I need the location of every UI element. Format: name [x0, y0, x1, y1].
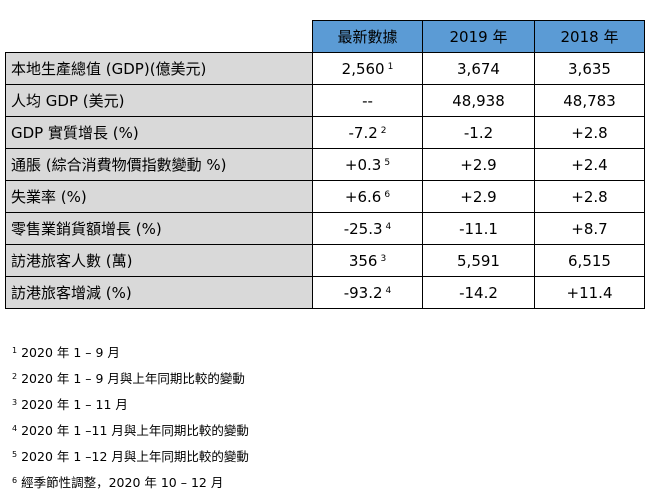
- footnote-mark: 5: [12, 450, 18, 459]
- footnote-text: 2020 年 1 –12 月與上年同期比較的變動: [21, 449, 249, 464]
- footnote: 2 2020 年 1 – 9 月與上年同期比較的變動: [12, 368, 249, 394]
- row-label: 零售業銷貨額增長 (%): [5, 212, 313, 245]
- latest-value: -7.2: [348, 123, 378, 142]
- footnote-mark: 3: [12, 398, 18, 407]
- header-latest: 最新數據: [312, 20, 423, 53]
- table-row: 訪港旅客人數 (萬) 356 3 5,591 6,515: [5, 244, 645, 277]
- latest-value-cell: 2,560 1: [312, 52, 423, 85]
- row-label: 本地生產總值 (GDP)(億美元): [5, 52, 313, 85]
- value-2018: 3,635: [534, 52, 645, 85]
- latest-value-cell: -93.2 4: [312, 276, 423, 309]
- header-2018: 2018 年: [534, 20, 645, 53]
- footnote-marker: 4: [385, 285, 392, 296]
- latest-value-cell: +0.3 5: [312, 148, 423, 181]
- footnote-marker: 2: [380, 125, 387, 136]
- latest-value: -93.2: [343, 283, 383, 302]
- header-corner: [6, 21, 313, 53]
- latest-value: +0.3: [344, 155, 382, 174]
- footnote-text: 2020 年 1 –11 月與上年同期比較的變動: [21, 423, 249, 438]
- value-2019: +2.9: [422, 148, 535, 181]
- footnotes: 1 2020 年 1 – 9 月 2 2020 年 1 – 9 月與上年同期比較的變動…: [12, 342, 249, 498]
- table-row: 訪港旅客增減 (%) -93.2 4 -14.2 +11.4: [5, 276, 645, 309]
- row-label: 訪港旅客人數 (萬): [5, 244, 313, 277]
- row-label: 訪港旅客增減 (%): [5, 276, 313, 309]
- table-row: 本地生產總值 (GDP)(億美元) 2,560 1 3,674 3,635: [5, 52, 645, 85]
- footnote-text: 2020 年 1 – 9 月: [21, 345, 120, 360]
- value-2019: +2.9: [422, 180, 535, 213]
- value-2018: 6,515: [534, 244, 645, 277]
- header-2019: 2019 年: [422, 20, 535, 53]
- latest-value-cell: -7.2 2: [312, 116, 423, 149]
- table-row: GDP 實質增長 (%) -7.2 2 -1.2 +2.8: [5, 116, 645, 149]
- table-row: 人均 GDP (美元) -- 48,938 48,783: [5, 84, 645, 117]
- footnote: 4 2020 年 1 –11 月與上年同期比較的變動: [12, 420, 249, 446]
- latest-value-cell: --: [312, 84, 423, 117]
- table-header-row: 最新數據 2019 年 2018 年: [6, 20, 645, 53]
- value-2018: +2.8: [534, 180, 645, 213]
- table-row: 通脹 (綜合消費物價指數變動 %) +0.3 5 +2.9 +2.4: [5, 148, 645, 181]
- latest-value: +6.6: [344, 187, 382, 206]
- footnote-marker: 3: [380, 253, 387, 264]
- footnote-mark: 2: [12, 372, 18, 381]
- footnote-marker: 5: [384, 157, 391, 168]
- table-row: 零售業銷貨額增長 (%) -25.3 4 -11.1 +8.7: [5, 212, 645, 245]
- footnote: 6 經季節性調整，2020 年 10 – 12 月: [12, 472, 249, 498]
- footnote-mark: 4: [12, 424, 18, 433]
- row-label: 失業率 (%): [5, 180, 313, 213]
- row-label: GDP 實質增長 (%): [5, 116, 313, 149]
- latest-value-cell: -25.3 4: [312, 212, 423, 245]
- row-label: 人均 GDP (美元): [5, 84, 313, 117]
- value-2018: +8.7: [534, 212, 645, 245]
- row-label: 通脹 (綜合消費物價指數變動 %): [5, 148, 313, 181]
- value-2018: +2.8: [534, 116, 645, 149]
- value-2018: 48,783: [534, 84, 645, 117]
- footnote-marker: 6: [384, 189, 391, 200]
- latest-value-cell: 356 3: [312, 244, 423, 277]
- latest-value: 2,560: [341, 59, 385, 78]
- footnote-mark: 1: [12, 346, 18, 355]
- footnote: 3 2020 年 1 – 11 月: [12, 394, 249, 420]
- value-2018: +11.4: [534, 276, 645, 309]
- footnote: 1 2020 年 1 – 9 月: [12, 342, 249, 368]
- footnote-mark: 6: [12, 476, 18, 485]
- value-2019: 5,591: [422, 244, 535, 277]
- footnote-marker: 4: [385, 221, 392, 232]
- economic-indicators-table: 最新數據 2019 年 2018 年 本地生產總值 (GDP)(億美元) 2,56…: [5, 20, 645, 309]
- footnote: 5 2020 年 1 –12 月與上年同期比較的變動: [12, 446, 249, 472]
- latest-value: 356: [348, 251, 378, 270]
- table-row: 失業率 (%) +6.6 6 +2.9 +2.8: [5, 180, 645, 213]
- value-2019: -1.2: [422, 116, 535, 149]
- latest-value: --: [362, 91, 373, 110]
- footnote-text: 2020 年 1 – 9 月與上年同期比較的變動: [21, 371, 245, 386]
- value-2019: 48,938: [422, 84, 535, 117]
- value-2019: -14.2: [422, 276, 535, 309]
- value-2019: -11.1: [422, 212, 535, 245]
- latest-value: -25.3: [343, 219, 383, 238]
- value-2018: +2.4: [534, 148, 645, 181]
- latest-value-cell: +6.6 6: [312, 180, 423, 213]
- footnote-text: 經季節性調整，2020 年 10 – 12 月: [21, 475, 224, 490]
- value-2019: 3,674: [422, 52, 535, 85]
- footnote-text: 2020 年 1 – 11 月: [21, 397, 128, 412]
- footnote-marker: 1: [387, 61, 394, 72]
